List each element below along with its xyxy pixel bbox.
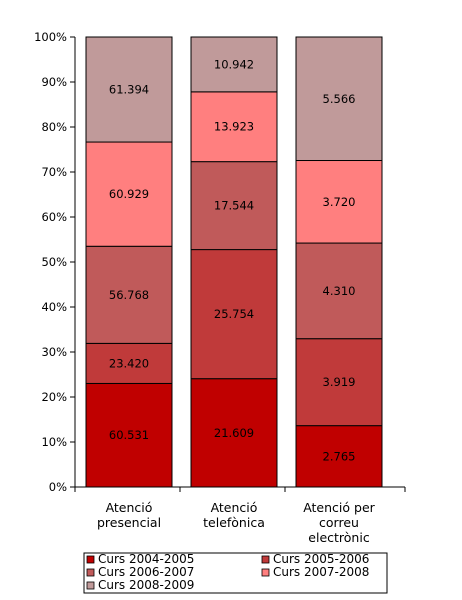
bar-segment [190,249,278,380]
y-tick-label: 40% [41,300,67,314]
legend-swatch [261,555,270,564]
bar-segment [85,245,173,344]
bar-segment [295,36,383,162]
data-label: 60.531 [109,428,149,442]
data-label: 2.765 [323,449,356,463]
bar-segment [190,161,278,251]
bar-segment [295,160,383,244]
legend-label: Curs 2005-2006 [273,552,369,566]
y-tick-label: 100% [34,30,67,44]
legend-label: Curs 2008-2009 [98,578,194,592]
y-tick-label: 80% [41,120,67,134]
bar-segment [85,382,173,488]
bar-segment [190,36,278,93]
legend-swatch [86,555,95,564]
data-label: 56.768 [109,288,149,302]
legend-label: Curs 2006-2007 [98,565,194,579]
chart-bars: 60.531 23.420 56.768 60.929 61.394 21.609 25.7… [85,36,383,488]
data-label: 21.609 [214,426,254,440]
legend-box [83,552,388,594]
category-label: Atenció presencial [97,500,161,530]
legend-swatch [86,568,95,577]
bar-segment [85,141,173,247]
bar-segment [295,242,383,340]
data-label: 10.942 [214,57,254,71]
bar-segment [295,338,383,427]
chart-legend: Curs 2004-2005 Curs 2005-2006 Curs 2006-20… [83,552,388,594]
y-tick-label: 10% [41,435,67,449]
data-label: 4.310 [323,284,356,298]
legend-label: Curs 2004-2005 [98,552,194,566]
category-label: Atenció per correu electrònic [303,500,375,545]
y-tick-label: 70% [41,165,67,179]
y-tick-label: 60% [41,210,67,224]
y-tick-label: 50% [41,255,67,269]
y-tick-label: 30% [41,345,67,359]
data-label: 17.544 [214,199,254,213]
chart-axes: 0% 10% 20% 30% 40% 50% 60% 70% 80% 90% 100% [34,30,406,494]
legend-swatch [86,581,95,590]
data-label: 23.420 [109,356,149,370]
bar-segment [190,91,278,163]
data-label: 13.923 [214,120,254,134]
bar-segment [190,378,278,488]
y-tick-label: 0% [49,480,67,494]
data-label: 3.919 [323,375,356,389]
legend-label: Curs 2007-2008 [273,565,369,579]
data-label: 60.929 [109,187,149,201]
data-label: 3.720 [323,195,356,209]
y-tick-label: 20% [41,390,67,404]
data-label: 61.394 [109,83,149,97]
data-label: 25.754 [214,307,254,321]
data-label: 5.566 [323,92,356,106]
y-tick-label: 90% [41,75,67,89]
bar-segment [85,36,173,143]
bar-segment [295,425,383,488]
legend-swatch [261,568,270,577]
category-labels: Atenció presencial Atenció telefònica Atenci… [97,500,376,545]
bar-segment [85,342,173,384]
category-label: Atenció telefònica [203,500,265,530]
